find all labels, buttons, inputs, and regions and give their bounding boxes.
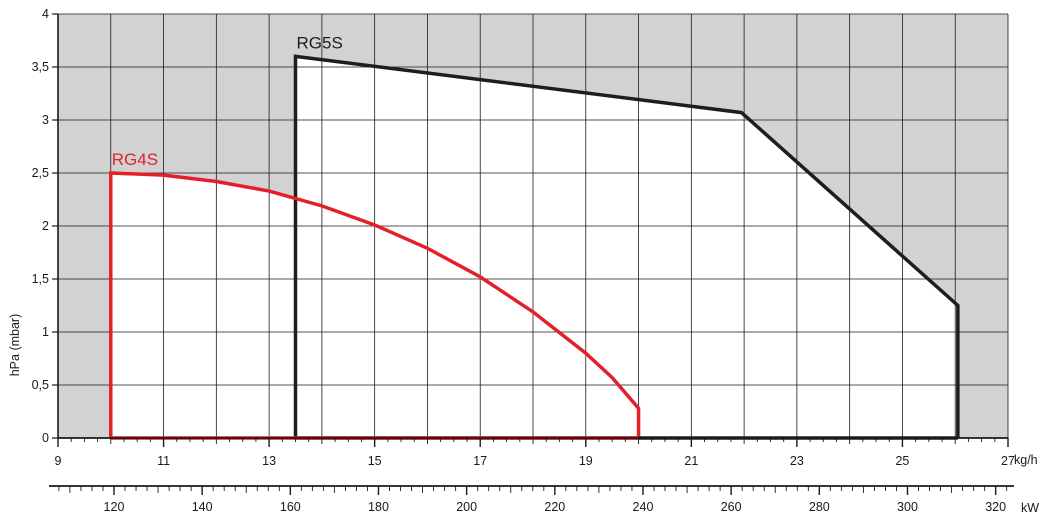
y-tick-label: 0 [42,431,49,445]
x2-tick-label: 260 [721,500,742,514]
x2-tick-label: 120 [104,500,125,514]
y-axis-label: hPa (mbar) [8,314,22,377]
axes [49,13,1014,495]
x-tick-label: 25 [895,454,909,468]
x-tick-label: 23 [790,454,804,468]
series-line-rg4s [109,171,641,438]
x2-tick-label: 160 [280,500,301,514]
x-tick-label: 15 [368,454,382,468]
series-line-rg5s [293,54,960,438]
x-axis-unit: kg/h [1014,453,1038,467]
series-label-rg4s: RG4S [112,150,158,169]
x2-tick-label: 280 [809,500,830,514]
x-tick-label: 11 [157,454,170,468]
y-tick-label: 4 [42,7,49,21]
y-tick-label: 3 [42,113,49,127]
x-tick-label: 13 [262,454,276,468]
x2-tick-label: 220 [544,500,565,514]
x-tick-label: 21 [684,454,698,468]
labels: RG5S RG4S 0 0,5 1 1,5 2 2,5 3 3,5 4 9 11 13 15 17 19 21 23… [32,7,1015,514]
series-label-rg5s: RG5S [297,33,343,52]
y-tick-label: 1 [42,325,49,339]
y-tick-label: 2 [42,219,49,233]
x-tick-label: 17 [473,454,487,468]
x-tick-label: 9 [55,454,62,468]
y-tick-label: 0,5 [32,378,49,392]
x-tick-label: 19 [579,454,593,468]
x2-tick-label: 180 [368,500,389,514]
x2-axis-unit: kW [1021,501,1039,515]
x2-tick-label: 140 [192,500,213,514]
x2-tick-label: 300 [897,500,918,514]
x2-tick-label: 240 [633,500,654,514]
y-tick-label: 1,5 [32,272,49,286]
y-tick-label: 2,5 [32,166,49,180]
x-tick-label: 27 [1001,454,1015,468]
y-tick-label: 3,5 [32,60,49,74]
x2-tick-label: 200 [456,500,477,514]
x2-tick-label: 320 [985,500,1006,514]
